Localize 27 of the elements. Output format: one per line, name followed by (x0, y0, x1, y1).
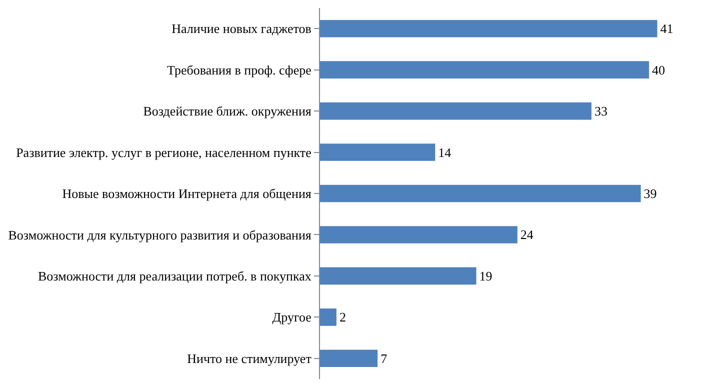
y-tick-label: Развитие электр. услуг в регионе, населенном пункте (16, 144, 312, 160)
bar (320, 144, 436, 161)
bar (320, 20, 658, 38)
data-label: 41 (660, 21, 674, 36)
data-label: 7 (380, 350, 388, 366)
y-tick-label: Требования в проф. сфере (167, 62, 312, 78)
data-label: 14 (438, 144, 452, 160)
bar (320, 61, 650, 78)
data-label: 39 (644, 186, 657, 201)
bar (320, 226, 518, 244)
bar (320, 102, 592, 120)
y-tick-label: Ничто не стимулирует (187, 350, 312, 366)
bar (320, 184, 641, 202)
y-tick-label: Воздействие ближ. окружения (143, 104, 312, 119)
data-label: 33 (594, 104, 608, 119)
data-label: 24 (520, 227, 534, 242)
bar (320, 308, 336, 326)
data-label: 19 (479, 268, 492, 284)
y-tick-label: Наличие новых гаджетов (172, 21, 312, 36)
y-tick-label: Возможности для культурного развития и образования (8, 227, 312, 242)
bar (320, 267, 476, 285)
data-label: 40 (652, 62, 666, 78)
y-tick-label: Возможности для реализации потреб. в покупках (38, 268, 312, 284)
y-tick-label: Другое (272, 310, 312, 325)
bar (320, 350, 378, 368)
y-tick-label: Новые возможности Интернета для общения (62, 186, 312, 202)
data-label: 2 (339, 310, 346, 325)
